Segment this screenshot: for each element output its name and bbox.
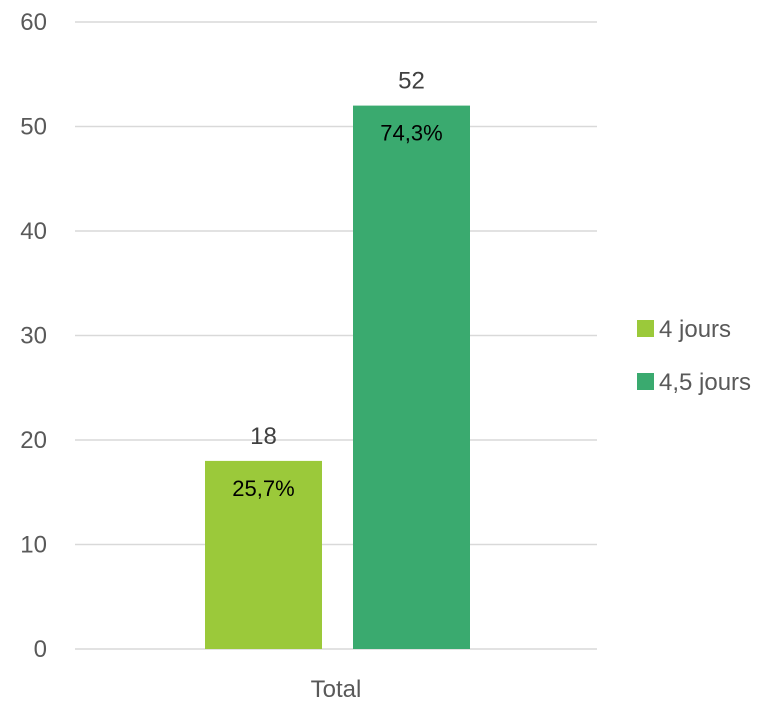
- y-tick-label: 30: [20, 323, 47, 350]
- legend-swatch: [637, 320, 654, 337]
- x-axis-categories: Total: [311, 676, 362, 701]
- bar-four-half-days: [353, 105, 470, 650]
- bar-percent-label: 25,7%: [232, 476, 294, 501]
- bar-value-label: 18: [250, 423, 277, 450]
- x-category-label: Total: [311, 676, 362, 701]
- bar-four-days: [205, 460, 322, 649]
- y-tick-label: 60: [20, 9, 47, 36]
- bars: [205, 105, 470, 650]
- bar-value-label: 52: [398, 68, 425, 95]
- y-tick-label: 20: [20, 427, 47, 454]
- data-labels: 18 25,7% 52 74,3%: [232, 68, 442, 501]
- y-tick-label: 0: [34, 636, 47, 663]
- legend-swatch: [637, 373, 654, 390]
- bar-percent-label: 74,3%: [380, 121, 442, 146]
- y-axis-ticks: 0 10 20 30 40 50 60: [20, 9, 47, 663]
- legend: 4 jours 4,5 jours: [637, 316, 751, 396]
- legend-label: 4 jours: [659, 316, 731, 343]
- y-tick-label: 10: [20, 532, 47, 559]
- gridlines: [75, 21, 597, 650]
- legend-label: 4,5 jours: [659, 369, 751, 396]
- y-tick-label: 50: [20, 114, 47, 141]
- y-tick-label: 40: [20, 218, 47, 245]
